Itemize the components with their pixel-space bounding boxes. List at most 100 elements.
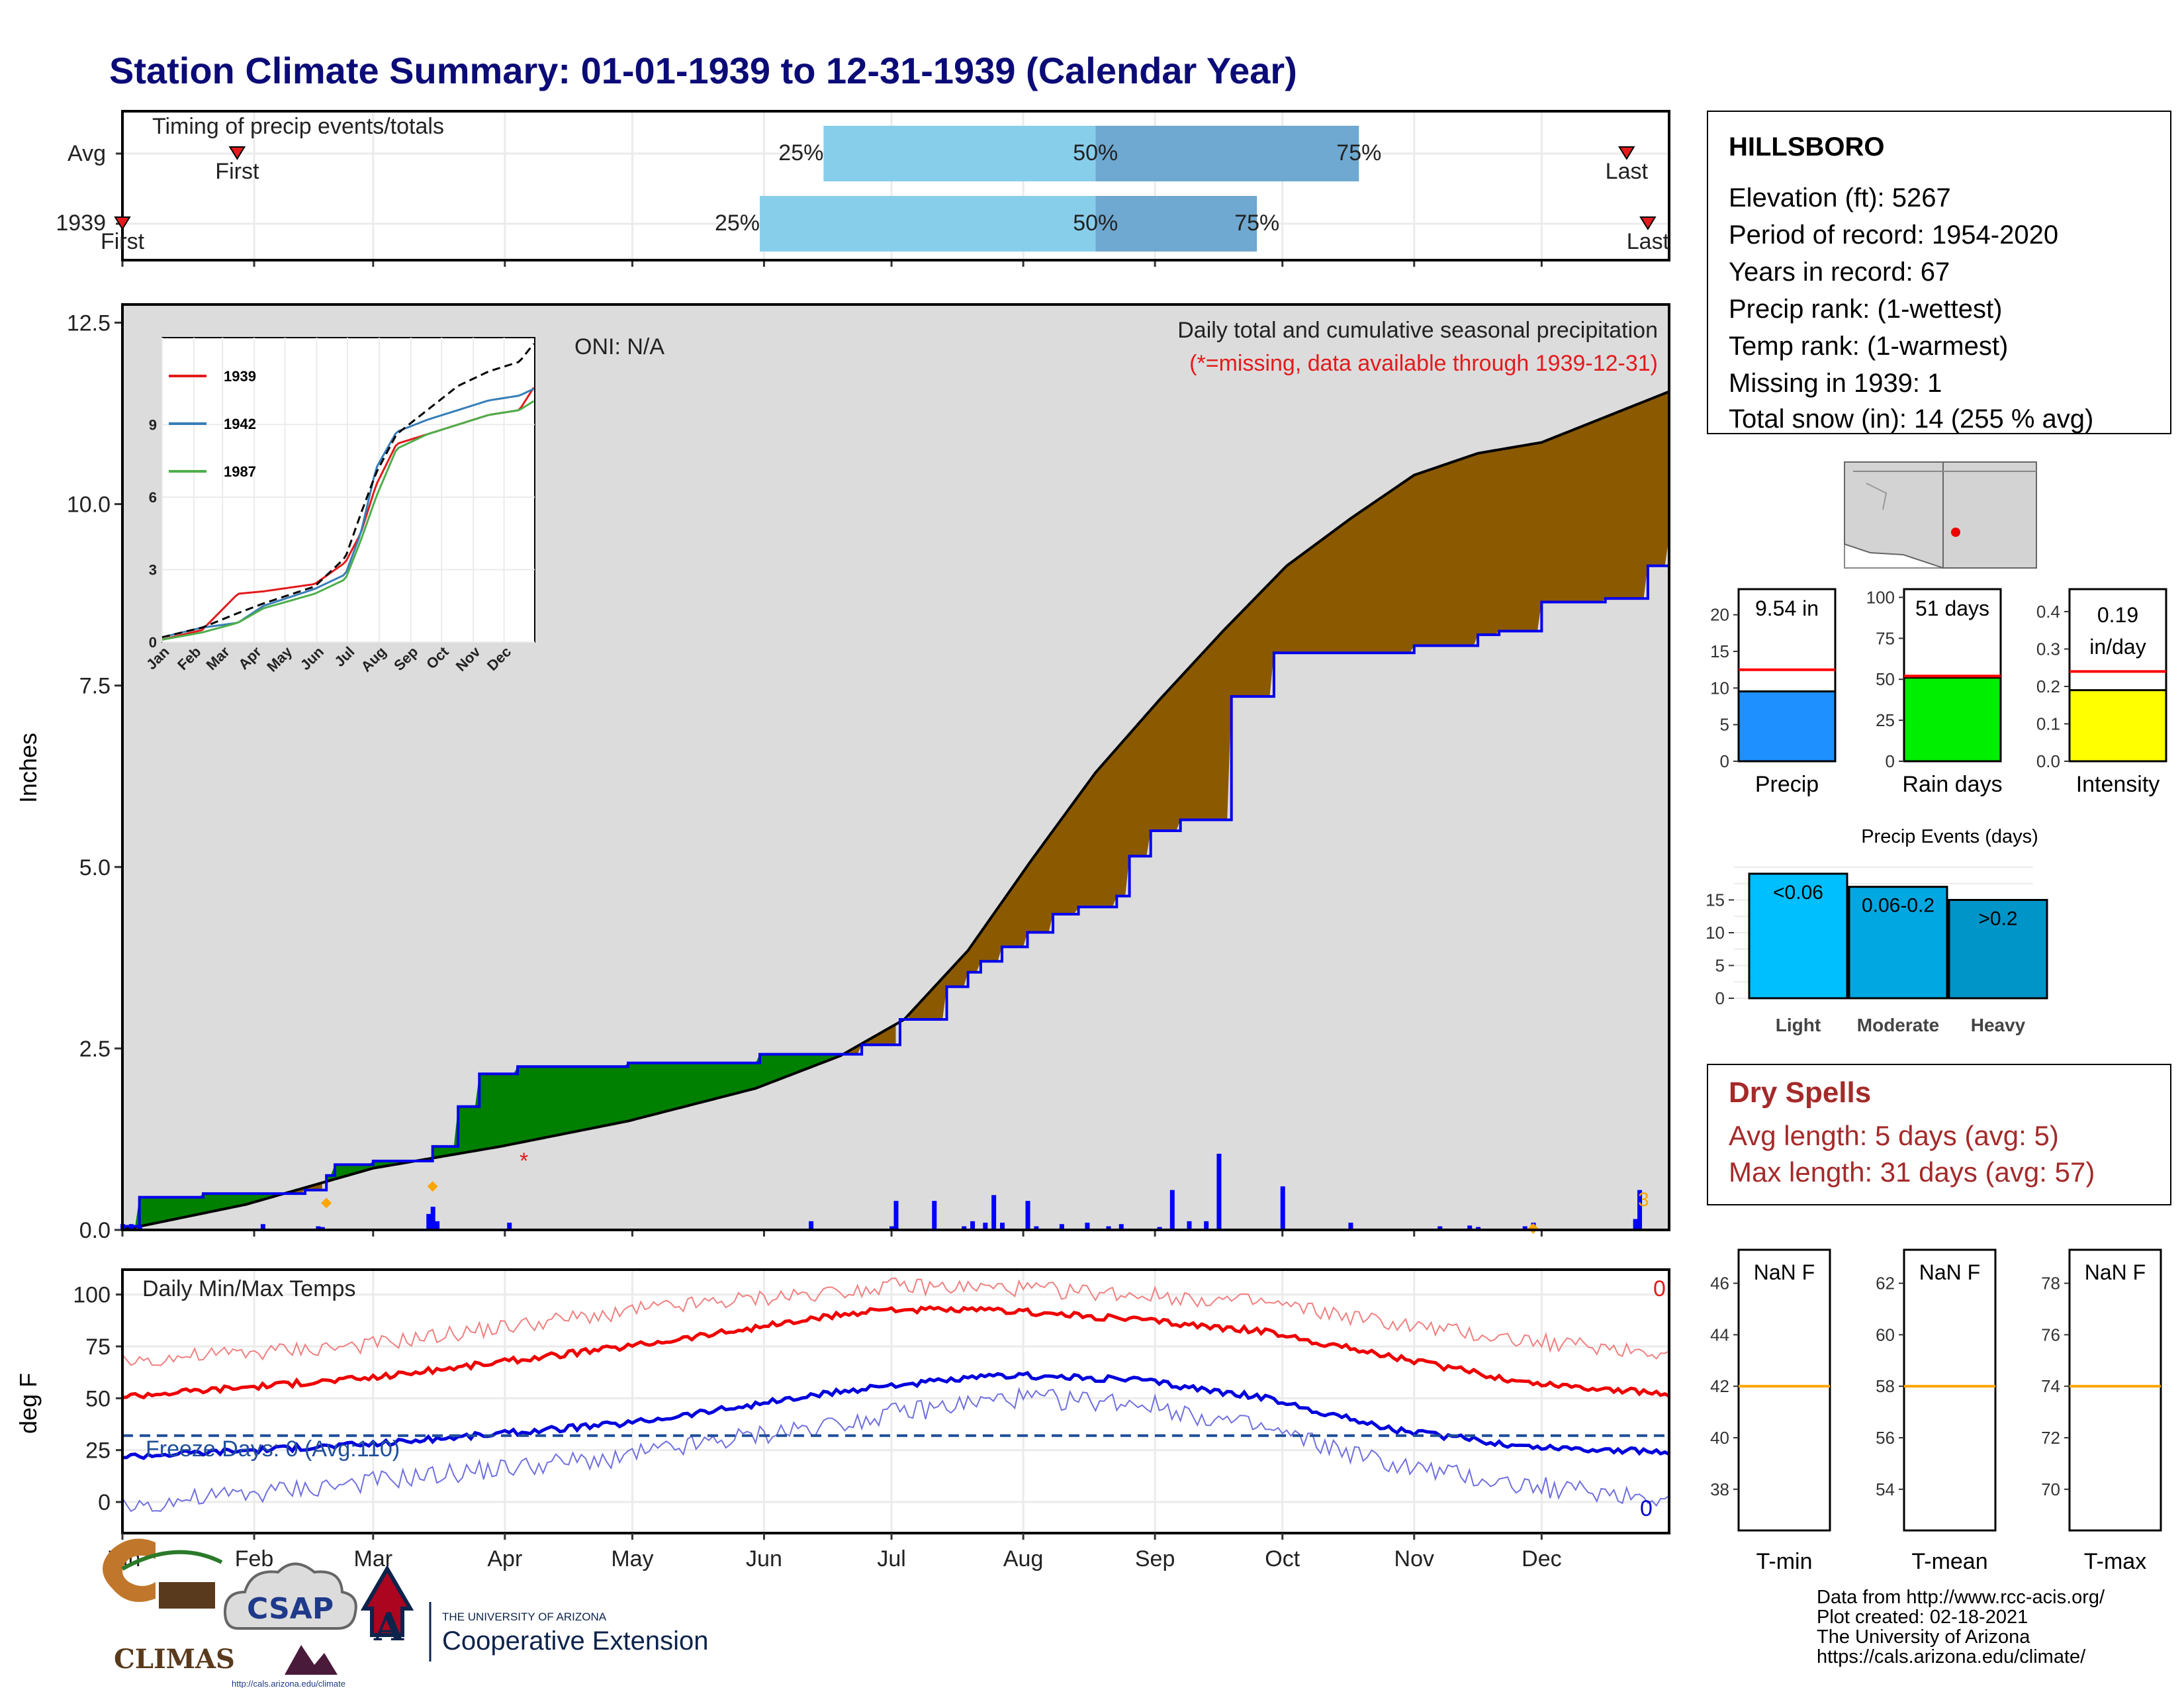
daily-precip-bar (260, 1224, 265, 1230)
inset-series-line (161, 388, 535, 639)
events-ytick: 15 (1706, 890, 1725, 910)
temp-box-ytick: 46 (1710, 1274, 1729, 1293)
temp-series-line (122, 1278, 1670, 1366)
temp-box-ytick: 76 (2041, 1325, 2060, 1344)
inset-ytick: 3 (149, 561, 157, 578)
daily-precip-bar (889, 1226, 895, 1230)
climas-logo-text: CLIMAS (114, 1644, 235, 1675)
events-bar-moderate (1848, 886, 1948, 1000)
month-label: Nov (1394, 1546, 1434, 1571)
mini-bar-ytick: 100 (1866, 587, 1895, 607)
daily-precip-bar (435, 1221, 440, 1230)
temp-box-ytick: 60 (1876, 1325, 1895, 1344)
precip-ytick: 5.0 (79, 855, 111, 880)
timing-avg-bar-25-50 (823, 126, 1096, 181)
timing-avg-last-marker (1618, 146, 1635, 160)
oni-label: ONI: N/A (574, 334, 664, 359)
temp-box-ytick: 38 (1710, 1479, 1729, 1499)
mini-bar-label: Precip (1755, 772, 1819, 797)
daily-precip-bar (426, 1213, 432, 1230)
inset-series-line (161, 343, 535, 639)
daily-precip-bar (1187, 1221, 1192, 1230)
inset-ytick: 0 (149, 634, 157, 651)
daily-precip-bar (1437, 1226, 1443, 1230)
daily-precip-bar (1216, 1153, 1222, 1230)
daily-precip-bar (809, 1221, 814, 1230)
snow-marker (427, 1181, 438, 1192)
snow-count: 3 (1638, 1189, 1649, 1211)
dry-spells-max: Max length: 31 days (avg: 57) (1729, 1156, 2095, 1188)
temp-box-value: NaN F (1754, 1260, 1815, 1284)
temp-series-line (122, 1371, 1670, 1460)
daily-precip-bar (1034, 1226, 1039, 1230)
events-ytick: 5 (1715, 956, 1725, 976)
daily-precip-bar (970, 1221, 976, 1230)
daily-precip-bar (507, 1223, 512, 1230)
month-label: Apr (487, 1546, 522, 1571)
dry-spells-avg: Avg length: 5 days (avg: 5) (1729, 1120, 2059, 1151)
mini-bar-unit: in/day (2089, 635, 2146, 659)
mini-bar-ytick: 20 (1710, 605, 1729, 625)
snow-marker (321, 1197, 332, 1209)
mini-bar-ytick: 0.2 (2036, 677, 2060, 696)
temp-title: Daily Min/Max Temps (142, 1276, 355, 1301)
temp-box-ytick: 44 (1710, 1325, 1729, 1344)
timing-avg-pct75: 75% (1336, 140, 1381, 165)
month-label: Oct (1265, 1546, 1300, 1571)
daily-precip-bar (1204, 1221, 1209, 1230)
timing-avg-pct25: 25% (778, 140, 823, 165)
daily-precip-bar (316, 1226, 321, 1230)
csap-url: http://cals.arizona.edu/climate (232, 1679, 345, 1688)
daily-precip-bar (1522, 1226, 1527, 1230)
ua-logo-letter: A (373, 1605, 404, 1650)
daily-precip-bar (1106, 1226, 1111, 1230)
inset-legend-label: 1939 (224, 368, 256, 385)
mini-bar-label: Rain days (1902, 772, 2002, 797)
daily-precip-bar (1085, 1223, 1090, 1230)
temp-box-label: T-mean (1911, 1549, 1987, 1574)
mini-bar-ytick: 15 (1710, 641, 1729, 661)
precip-events-chart: Precip Events (days) 0 5 10 15 <0.06 Light 0.0… (1706, 826, 2048, 1035)
temp-box-ytick: 62 (1876, 1274, 1895, 1293)
mini-bar-label: Intensity (2076, 772, 2160, 797)
daily-precip-bar (1280, 1186, 1285, 1230)
events-bar-label: <0.06 (1773, 882, 1823, 904)
temp-box-ytick: 58 (1876, 1376, 1895, 1396)
temp-ytick: 25 (85, 1438, 111, 1464)
csap-logo: CSAP http://cals.arizona.edu/climate (223, 1562, 357, 1688)
station-period: Period of record: 1954-2020 (1729, 220, 2058, 250)
precip-panel: 0.0 2.5 5.0 7.5 10.0 12.5 Inches Daily total … (15, 303, 1670, 1243)
events-bar-heavy (1948, 899, 2048, 1000)
events-category-label: Light (1776, 1015, 1821, 1035)
credit-university: The University of Arizona (1817, 1626, 2030, 1648)
mini-bar-precip (1737, 690, 1837, 763)
temp-box-ytick: 72 (2041, 1428, 2060, 1448)
temp-box-ytick: 54 (1876, 1479, 1895, 1499)
month-label: Dec (1522, 1546, 1561, 1571)
temp-ytick: 50 (85, 1386, 111, 1411)
daily-precip-bar (932, 1201, 937, 1230)
events-ytick: 10 (1706, 923, 1725, 943)
month-label: Feb (235, 1546, 274, 1571)
temp-series-line (122, 1305, 1670, 1400)
mini-bar-value: 9.54 in (1755, 596, 1819, 620)
ua-line2: Cooperative Extension (442, 1626, 708, 1656)
dry-spells-title: Dry Spells (1729, 1076, 1871, 1109)
station-years: Years in record: 67 (1729, 258, 1950, 287)
page-title: Station Climate Summary: 01-01-1939 to 1… (109, 50, 1297, 91)
dry-spells: Dry Spells Avg length: 5 days (avg: 5) M… (1707, 1064, 2171, 1205)
mini-bar-ytick: 0 (1720, 751, 1729, 771)
temp-box-value: NaN F (1919, 1260, 1980, 1284)
temp-box-ytick: 74 (2041, 1376, 2060, 1396)
station-name: HILLSBORO (1729, 132, 1885, 162)
temp-box-label: T-min (1756, 1549, 1813, 1574)
credit-plot-created: Plot created: 02-18-2021 (1817, 1607, 2028, 1628)
temp-box-ytick: 56 (1876, 1428, 1895, 1448)
daily-precip-bar (983, 1223, 988, 1230)
mini-bar-charts: 0 5 10 15 20 9.54 in Precip 0 25 50 75 100 51 days Ra… (1710, 587, 2167, 797)
mini-bar-value: 0.19 (2097, 603, 2138, 627)
timing-avg-bar-50-75 (1095, 126, 1359, 181)
timing-year-last-marker (1639, 216, 1657, 230)
ua-logo: A THE UNIVERSITY OF ARIZONA Cooperative … (360, 1565, 708, 1662)
